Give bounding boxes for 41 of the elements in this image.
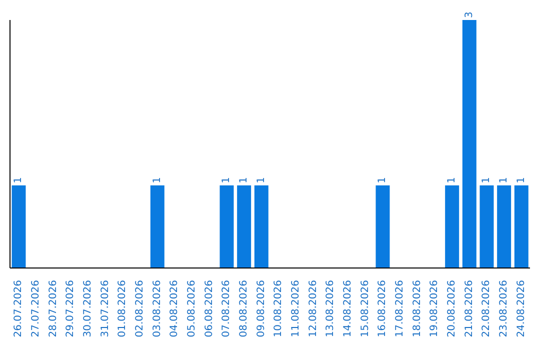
data-label: 1 [446, 176, 458, 184]
x-tick-label: 20.08.2026 [446, 280, 458, 338]
data-label: 1 [13, 176, 24, 184]
x-tick-label: 07.08.2026 [221, 280, 232, 338]
x-tick-label: 02.08.2026 [134, 280, 146, 338]
x-tick-label: 22.08.2026 [481, 280, 492, 338]
x-tick-label: 23.08.2026 [498, 280, 510, 338]
x-tick-label: 14.08.2026 [342, 280, 354, 338]
x-tick-label: 01.08.2026 [117, 280, 128, 338]
x-tick-label: 11.08.2026 [290, 280, 302, 338]
x-tick-label: 28.07.2026 [48, 280, 59, 338]
data-label: 1 [377, 176, 388, 184]
x-tick-label: 13.08.2026 [325, 280, 336, 338]
data-label: 3 [464, 12, 475, 18]
x-tick-label: 26.07.2026 [13, 280, 24, 338]
x-tick-label: 15.08.2026 [360, 280, 371, 338]
x-tick-label: 24.08.2026 [516, 280, 527, 338]
x-tick-label: 17.08.2026 [394, 280, 406, 338]
x-tick-label: 21.08.2026 [464, 280, 475, 338]
x-tick-label: 27.07.2026 [30, 280, 42, 338]
x-tick-label: 10.08.2026 [273, 280, 284, 338]
x-tick-label: 29.07.2026 [65, 280, 76, 338]
data-label: 1 [481, 176, 492, 184]
x-tick-label: 30.07.2026 [82, 280, 94, 338]
data-label: 1 [152, 176, 163, 184]
x-tick-label: 31.07.2026 [100, 280, 111, 338]
x-tick-label: 12.08.2026 [308, 280, 319, 338]
data-label: 1 [238, 176, 250, 184]
data-label: 1 [516, 176, 527, 184]
x-tick-label: 19.08.2026 [429, 280, 440, 338]
x-tick-label: 04.08.2026 [169, 280, 180, 338]
data-label: 1 [221, 176, 232, 184]
x-tick-label: 08.08.2026 [238, 280, 250, 338]
x-tick-label: 05.08.2026 [186, 280, 198, 338]
x-tick-label: 03.08.2026 [152, 280, 163, 338]
x-tick-label: 06.08.2026 [204, 280, 215, 338]
x-tick-label: 16.08.2026 [377, 280, 388, 338]
data-label: 1 [498, 176, 510, 184]
x-tick-label: 09.08.2026 [256, 280, 267, 338]
data-label: 1 [256, 176, 267, 184]
x-tick-label: 18.08.2026 [412, 280, 423, 338]
